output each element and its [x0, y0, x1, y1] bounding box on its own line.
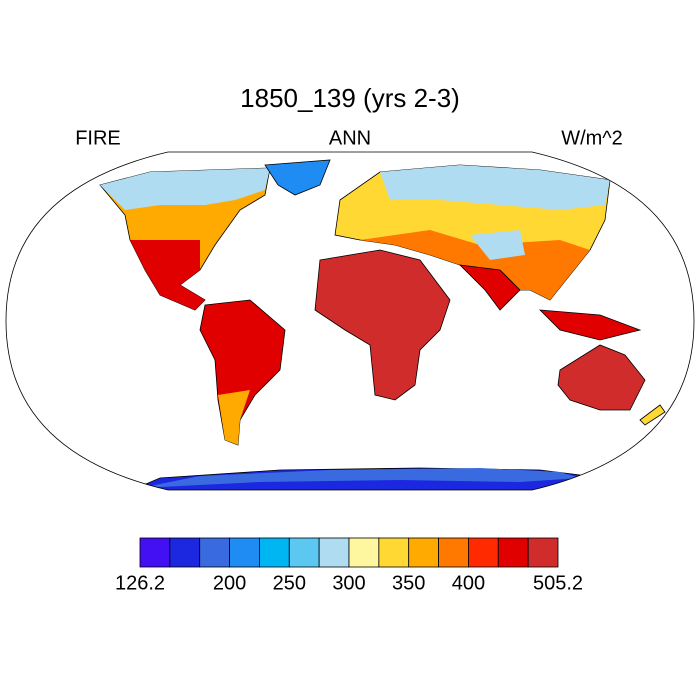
colorbar-tick-label: 505.2 — [533, 572, 583, 594]
colorbar-tick-label: 250 — [273, 572, 306, 594]
map-border — [5, 151, 695, 491]
indonesia — [538, 309, 642, 341]
colorbar-box — [438, 537, 469, 568]
colorbar-box — [408, 537, 439, 568]
colorbar-box — [229, 537, 260, 568]
colorbar-box — [139, 537, 171, 568]
colorbar-tick-label: 400 — [452, 572, 485, 594]
south-america-south — [218, 390, 250, 445]
colorbar-box — [169, 537, 201, 568]
colorbar-box — [318, 537, 350, 568]
colorbar-box — [497, 537, 529, 568]
units-label: W/m^2 — [561, 127, 623, 149]
colorbar-tick-label: 300 — [332, 572, 365, 594]
antarctica-coast — [140, 468, 580, 488]
north-america-north — [100, 168, 270, 210]
south-america — [199, 299, 286, 446]
colorbar-tick-label: 350 — [392, 572, 425, 594]
colorbar-box — [199, 537, 230, 568]
colorbar-tick-label: 200 — [213, 572, 246, 594]
australia — [557, 344, 646, 411]
left-label: FIRE — [75, 127, 121, 149]
africa — [314, 249, 451, 401]
eurasia-north — [380, 165, 610, 210]
colorbar-box — [259, 537, 290, 568]
north-america-south — [130, 240, 205, 310]
title: 1850_139 (yrs 2-3) — [240, 83, 460, 113]
colorbar-box — [468, 537, 499, 568]
tibet — [470, 230, 525, 260]
continents — [99, 159, 666, 490]
colorbar-box — [348, 537, 380, 568]
colorbar-box — [527, 537, 559, 568]
colorbar-box — [288, 537, 320, 568]
eurasia-south — [360, 230, 590, 300]
colorbar-box — [378, 537, 410, 568]
center-label: ANN — [329, 127, 371, 149]
colorbar-tick-label: 126.2 — [115, 572, 165, 594]
colorbar: 126.2 200 250 300 350 400 505.2 — [115, 537, 583, 594]
new-zealand — [639, 404, 666, 426]
greenland — [264, 159, 331, 196]
india — [458, 264, 521, 311]
